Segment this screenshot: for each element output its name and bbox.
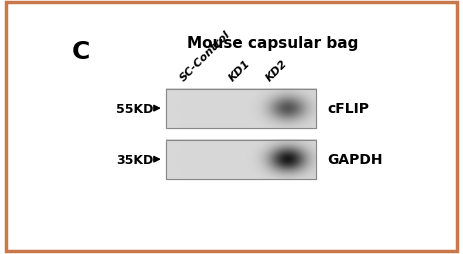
Text: SC-Control: SC-Control bbox=[178, 29, 232, 83]
Text: KD2: KD2 bbox=[264, 58, 289, 83]
Text: 55KD: 55KD bbox=[116, 102, 153, 115]
Bar bbox=[166, 140, 316, 179]
Bar bbox=[166, 89, 316, 128]
Text: GAPDH: GAPDH bbox=[327, 153, 382, 167]
Bar bbox=[166, 89, 316, 128]
Bar bbox=[166, 140, 316, 179]
Text: C: C bbox=[72, 40, 91, 64]
Text: cFLIP: cFLIP bbox=[327, 102, 369, 116]
Text: KD1: KD1 bbox=[226, 58, 252, 83]
Text: Mouse capsular bag: Mouse capsular bag bbox=[188, 36, 359, 51]
Text: 35KD: 35KD bbox=[116, 153, 153, 166]
